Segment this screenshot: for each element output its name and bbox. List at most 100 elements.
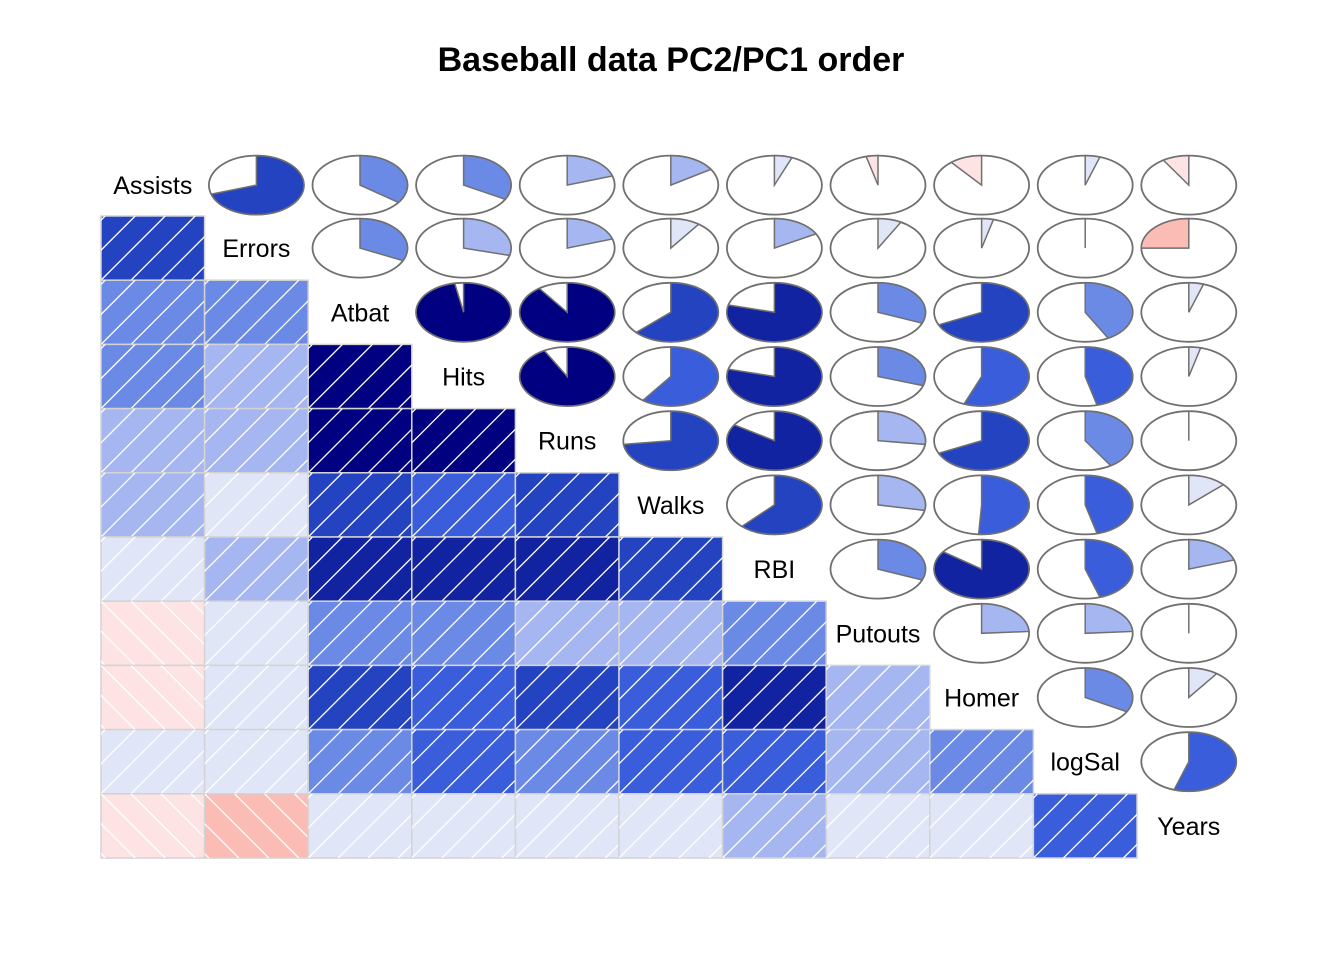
shade-cell xyxy=(514,793,620,859)
pie-cell xyxy=(1036,217,1134,279)
shade-cell xyxy=(411,728,517,795)
pie-cell xyxy=(622,281,720,343)
variable-label: Years xyxy=(1157,813,1220,841)
variable-label: Assists xyxy=(113,172,192,200)
pie-cell xyxy=(518,346,616,407)
pie-cell xyxy=(415,217,513,279)
variable-label: Runs xyxy=(538,428,596,456)
pie-cell xyxy=(933,154,1030,216)
pie-cell xyxy=(829,217,927,279)
pie-cell xyxy=(415,281,513,343)
pie-cell xyxy=(933,281,1030,343)
pie-cell xyxy=(829,538,927,600)
pie-cell xyxy=(1140,217,1238,279)
shade-cell xyxy=(721,728,827,795)
variable-label: Walks xyxy=(637,492,704,520)
shade-cell xyxy=(618,664,724,731)
pie-cell xyxy=(1140,154,1238,216)
pie-cell xyxy=(622,154,720,216)
shade-cell xyxy=(203,279,309,346)
shade-cell xyxy=(825,728,931,795)
shade-cell xyxy=(1032,793,1138,859)
shade-cell xyxy=(307,793,413,859)
shade-cell xyxy=(307,407,413,474)
pie-cell xyxy=(1036,154,1134,216)
pie-cell xyxy=(311,154,409,216)
shade-cell xyxy=(100,664,206,731)
pie-cell xyxy=(933,602,1030,664)
shade-cell xyxy=(721,793,827,859)
variable-label: Putouts xyxy=(836,620,921,648)
pie-cell xyxy=(726,154,823,216)
pie-cell xyxy=(933,474,1030,536)
shade-cell xyxy=(825,664,931,731)
variable-label: logSal xyxy=(1050,749,1120,777)
diagonal-labels: Assists Errors Atbat Hits Runs Walks RBI Putout… xyxy=(113,172,1220,841)
pie-cell xyxy=(726,217,823,279)
pie-cell xyxy=(829,281,927,343)
pie-cell xyxy=(933,410,1030,472)
shade-cell xyxy=(514,472,620,538)
shade-cell xyxy=(203,472,309,538)
pie-cell xyxy=(1140,410,1238,472)
pie-cell xyxy=(622,346,720,407)
shade-cell xyxy=(411,407,517,474)
pie-cell xyxy=(933,217,1030,279)
pie-cell xyxy=(1036,281,1134,343)
pie-cell xyxy=(518,217,616,279)
shade-cell xyxy=(618,600,724,667)
variable-label: Errors xyxy=(222,235,290,263)
pie-cell xyxy=(726,410,823,472)
shade-cell xyxy=(411,664,517,731)
shade-cell xyxy=(203,600,309,667)
shade-cell xyxy=(100,600,206,667)
pie-cell xyxy=(1140,281,1238,343)
pie-cell xyxy=(518,154,616,216)
pie-cell xyxy=(1036,538,1134,600)
pie-cell xyxy=(829,346,927,407)
chart-title: Baseball data PC2/PC1 order xyxy=(438,41,905,79)
pie-cell xyxy=(518,281,616,343)
variable-label: RBI xyxy=(754,556,796,584)
pie-cell xyxy=(829,410,927,472)
shade-cell xyxy=(514,664,620,731)
pie-cell xyxy=(1140,667,1238,728)
shade-cell xyxy=(203,664,309,731)
pie-cell xyxy=(726,281,823,343)
shade-cell xyxy=(100,793,206,859)
shade-cell xyxy=(618,728,724,795)
shade-cell xyxy=(100,279,206,346)
pie-cell xyxy=(1140,602,1238,664)
shade-cell xyxy=(618,536,724,602)
variable-label: Atbat xyxy=(331,299,389,327)
shade-cell xyxy=(100,215,206,281)
shade-cell xyxy=(100,728,206,795)
shade-cell xyxy=(929,793,1035,859)
shade-cell xyxy=(307,536,413,602)
shade-cell xyxy=(514,600,620,667)
pie-cell xyxy=(1036,410,1134,472)
upper-pie-panel xyxy=(207,154,1238,793)
pie-cell xyxy=(311,217,409,279)
shade-cell xyxy=(411,536,517,602)
shade-cell xyxy=(307,343,413,410)
variable-label: Homer xyxy=(944,685,1019,713)
shade-cell xyxy=(411,472,517,538)
shade-cell xyxy=(203,343,309,410)
pie-cell xyxy=(1036,602,1134,664)
shade-cell xyxy=(411,600,517,667)
shade-cell xyxy=(307,664,413,731)
pie-cell xyxy=(933,346,1030,407)
pie-cell xyxy=(1140,538,1238,600)
shade-cell xyxy=(825,793,931,859)
pie-cell xyxy=(1140,474,1238,536)
pie-cell xyxy=(1036,667,1134,728)
pie-cell xyxy=(622,410,720,472)
pie-cell xyxy=(1140,346,1238,407)
shade-cell xyxy=(514,536,620,602)
pie-cell xyxy=(207,154,305,216)
pie-cell xyxy=(1036,346,1134,407)
shade-cell xyxy=(307,472,413,538)
lower-shade-panel xyxy=(100,215,1138,859)
